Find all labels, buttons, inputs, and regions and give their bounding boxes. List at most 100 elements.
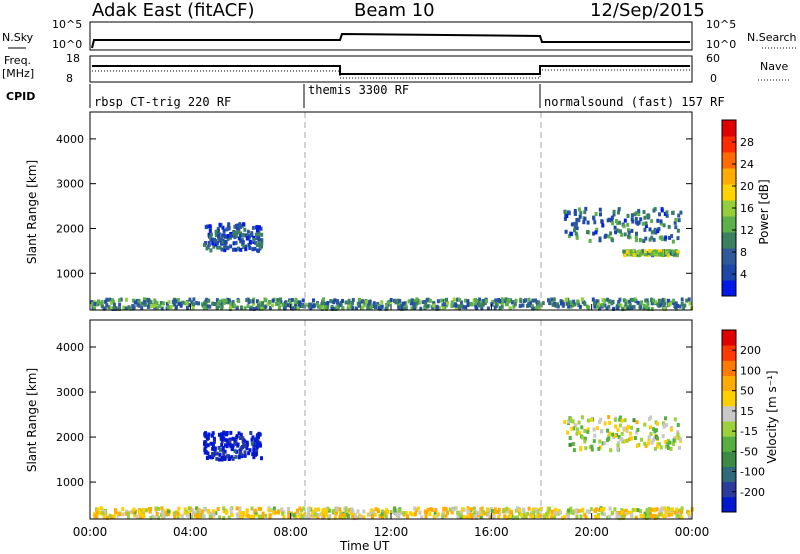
range-gate-cell (588, 510, 591, 514)
range-gate-cell (415, 301, 419, 306)
range-gate-cell (144, 297, 148, 302)
range-gate-cell (271, 510, 275, 515)
range-gate-cell (206, 304, 210, 309)
range-gate-cell (563, 209, 567, 214)
range-gate-cell (287, 506, 290, 511)
range-gate-cell (222, 228, 226, 233)
range-gate-cell (225, 438, 229, 443)
range-gate-cell (642, 306, 646, 311)
freq-line (92, 65, 690, 75)
range-gate-cell (563, 216, 567, 221)
range-gate-cell (505, 516, 509, 521)
range-gate-cell (527, 506, 531, 511)
range-gate-cell (657, 442, 661, 447)
colorbar-tick-label: 200 (740, 344, 761, 357)
range-gate-cell (153, 303, 157, 308)
range-gate-cell (258, 242, 262, 247)
range-gate-cell (516, 515, 519, 520)
range-gate-cell (427, 304, 431, 309)
range-gate-cell (505, 506, 509, 511)
range-gate-cell (313, 507, 317, 512)
range-gate-cell (664, 423, 668, 428)
range-gate-cell (245, 509, 249, 514)
range-gate-cell (624, 508, 628, 513)
range-gate-cell (140, 301, 144, 306)
range-gate-cell (660, 512, 663, 517)
range-gate-cell (227, 515, 231, 520)
range-gate-cell (195, 301, 199, 306)
range-gate-cell (118, 298, 121, 303)
range-gate-cell (688, 301, 692, 306)
range-gate-cell (244, 247, 248, 252)
range-gate-cell (278, 306, 281, 310)
range-gate-cell (622, 298, 626, 303)
range-gate-cell (203, 441, 206, 446)
range-gate-cell (277, 302, 281, 306)
range-gate-cell (323, 305, 327, 310)
range-gate-cell (362, 303, 366, 308)
colorbar-segment (722, 496, 736, 513)
range-gate-cell (675, 303, 679, 308)
range-gate-cell (202, 306, 206, 311)
range-gate-cell (220, 439, 224, 444)
range-gate-cell (608, 420, 612, 425)
range-gate-cell (620, 418, 624, 423)
colorbar-segment (722, 216, 736, 233)
range-gate-cell (509, 510, 513, 515)
range-gate-cell (434, 508, 438, 513)
range-gate-cell (657, 249, 661, 254)
range-gate-cell (298, 304, 301, 309)
range-gate-cell (209, 455, 213, 460)
range-gate-cell (227, 226, 231, 231)
range-gate-cell (639, 238, 643, 243)
range-gate-cell (368, 299, 372, 304)
range-gate-cell (652, 298, 656, 303)
range-gate-cell (216, 302, 220, 307)
range-gate-cell (451, 507, 455, 512)
y-tick-label: 3000 (56, 178, 84, 191)
range-gate-cell (240, 238, 244, 242)
range-gate-cell (660, 237, 664, 242)
range-gate-cell (647, 214, 651, 219)
range-gate-cell (630, 228, 634, 233)
range-gate-cell (203, 301, 207, 306)
range-gate-cell (630, 425, 634, 430)
range-gate-cell (237, 299, 241, 304)
range-gate-cell (617, 511, 621, 515)
range-gate-cell (438, 306, 441, 311)
range-gate-cell (155, 506, 158, 511)
y-tick-label: 4000 (56, 133, 84, 146)
x-tick-label: 00:00 (73, 525, 108, 539)
range-gate-cell (239, 224, 243, 229)
colorbar-segment (722, 200, 736, 217)
range-gate-cell (518, 511, 522, 516)
range-gate-cell (139, 514, 143, 519)
range-gate-cell (664, 440, 668, 444)
date-title: 12/Sep/2015 (590, 0, 705, 21)
range-gate-cell (231, 231, 235, 236)
cpid-segment-3: normalsound (fast) 157 RF (544, 95, 725, 109)
range-gate-cell (564, 229, 568, 234)
range-gate-cell (238, 222, 242, 227)
range-gate-cell (577, 420, 581, 425)
range-gate-cell (617, 210, 620, 215)
range-gate-cell (532, 510, 536, 515)
range-gate-cell (655, 444, 659, 449)
range-gate-cell (274, 301, 278, 306)
range-gate-cell (612, 212, 616, 217)
range-gate-cell (177, 506, 181, 511)
range-gate-cell (497, 514, 501, 519)
range-gate-cell (222, 430, 226, 435)
range-gate-cell (412, 302, 416, 306)
range-gate-cell (641, 221, 645, 226)
range-gate-cell (458, 306, 461, 311)
range-gate-cell (248, 246, 252, 250)
range-gate-cell (677, 218, 681, 223)
range-gate-cell (618, 516, 622, 521)
range-gate-cell (255, 225, 259, 230)
range-gate-cell (164, 510, 168, 515)
range-gate-cell (230, 513, 234, 517)
range-gate-cell (665, 250, 669, 255)
range-gate-cell (488, 507, 492, 512)
range-gate-cell (482, 510, 485, 515)
